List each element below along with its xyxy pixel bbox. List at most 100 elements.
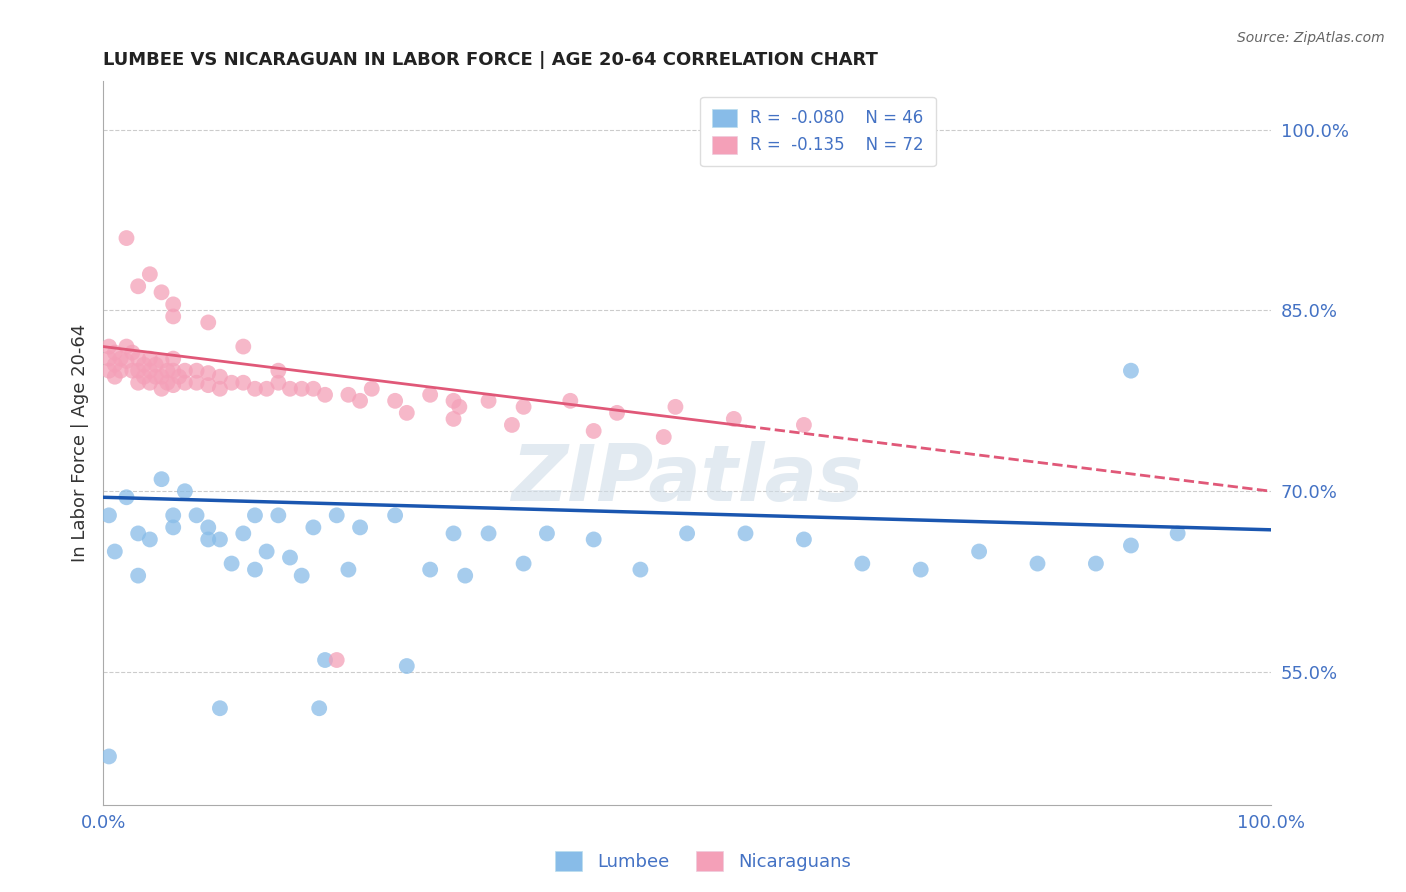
- Point: [851, 557, 873, 571]
- Point: [104, 358, 127, 372]
- Point: [173, 364, 195, 378]
- Point: [278, 550, 301, 565]
- Point: [197, 378, 219, 392]
- Point: [150, 382, 173, 396]
- Point: [449, 400, 471, 414]
- Point: [162, 364, 184, 378]
- Point: [384, 508, 406, 523]
- Point: [150, 472, 173, 486]
- Point: [560, 393, 582, 408]
- Point: [314, 653, 336, 667]
- Point: [208, 533, 231, 547]
- Point: [384, 393, 406, 408]
- Point: [208, 382, 231, 396]
- Point: [723, 412, 745, 426]
- Point: [156, 364, 179, 378]
- Point: [232, 376, 254, 390]
- Point: [132, 369, 155, 384]
- Point: [291, 568, 314, 582]
- Point: [162, 351, 184, 366]
- Point: [197, 520, 219, 534]
- Point: [208, 701, 231, 715]
- Point: [308, 701, 330, 715]
- Point: [104, 345, 127, 359]
- Point: [104, 369, 127, 384]
- Point: [98, 351, 121, 366]
- Legend: Lumbee, Nicaraguans: Lumbee, Nicaraguans: [548, 844, 858, 879]
- Point: [454, 568, 477, 582]
- Point: [395, 659, 418, 673]
- Point: [1026, 557, 1049, 571]
- Point: [186, 376, 208, 390]
- Point: [652, 430, 675, 444]
- Point: [360, 382, 382, 396]
- Point: [98, 340, 121, 354]
- Point: [150, 285, 173, 300]
- Point: [221, 557, 243, 571]
- Point: [139, 351, 162, 366]
- Point: [443, 526, 465, 541]
- Point: [793, 417, 815, 432]
- Point: [243, 563, 266, 577]
- Point: [121, 364, 143, 378]
- Point: [139, 364, 162, 378]
- Point: [582, 533, 605, 547]
- Point: [98, 364, 121, 378]
- Point: [197, 366, 219, 380]
- Text: ZIPatlas: ZIPatlas: [510, 442, 863, 517]
- Point: [793, 533, 815, 547]
- Point: [145, 358, 167, 372]
- Point: [419, 388, 441, 402]
- Point: [1119, 539, 1142, 553]
- Point: [291, 382, 314, 396]
- Point: [167, 369, 190, 384]
- Point: [267, 376, 290, 390]
- Point: [349, 520, 371, 534]
- Point: [132, 358, 155, 372]
- Point: [197, 533, 219, 547]
- Point: [162, 310, 184, 324]
- Text: LUMBEE VS NICARAGUAN IN LABOR FORCE | AGE 20-64 CORRELATION CHART: LUMBEE VS NICARAGUAN IN LABOR FORCE | AG…: [103, 51, 877, 69]
- Point: [419, 563, 441, 577]
- Point: [582, 424, 605, 438]
- Point: [139, 267, 162, 281]
- Point: [256, 544, 278, 558]
- Point: [910, 563, 932, 577]
- Point: [278, 382, 301, 396]
- Point: [256, 382, 278, 396]
- Point: [173, 376, 195, 390]
- Y-axis label: In Labor Force | Age 20-64: In Labor Force | Age 20-64: [72, 324, 89, 562]
- Point: [139, 376, 162, 390]
- Point: [1084, 557, 1107, 571]
- Point: [302, 520, 325, 534]
- Point: [443, 393, 465, 408]
- Point: [314, 388, 336, 402]
- Point: [302, 382, 325, 396]
- Point: [337, 563, 360, 577]
- Point: [349, 393, 371, 408]
- Point: [162, 378, 184, 392]
- Point: [967, 544, 990, 558]
- Point: [395, 406, 418, 420]
- Point: [267, 508, 290, 523]
- Point: [150, 369, 173, 384]
- Point: [127, 279, 149, 293]
- Point: [98, 749, 121, 764]
- Point: [208, 369, 231, 384]
- Point: [127, 351, 149, 366]
- Point: [606, 406, 628, 420]
- Legend: R =  -0.080    N = 46, R =  -0.135    N = 72: R = -0.080 N = 46, R = -0.135 N = 72: [700, 97, 936, 166]
- Point: [127, 376, 149, 390]
- Point: [121, 345, 143, 359]
- Point: [162, 297, 184, 311]
- Point: [512, 400, 534, 414]
- Text: Source: ZipAtlas.com: Source: ZipAtlas.com: [1237, 31, 1385, 45]
- Point: [501, 417, 523, 432]
- Point: [325, 653, 347, 667]
- Point: [139, 533, 162, 547]
- Point: [173, 484, 195, 499]
- Point: [162, 520, 184, 534]
- Point: [127, 526, 149, 541]
- Point: [1119, 364, 1142, 378]
- Point: [98, 508, 121, 523]
